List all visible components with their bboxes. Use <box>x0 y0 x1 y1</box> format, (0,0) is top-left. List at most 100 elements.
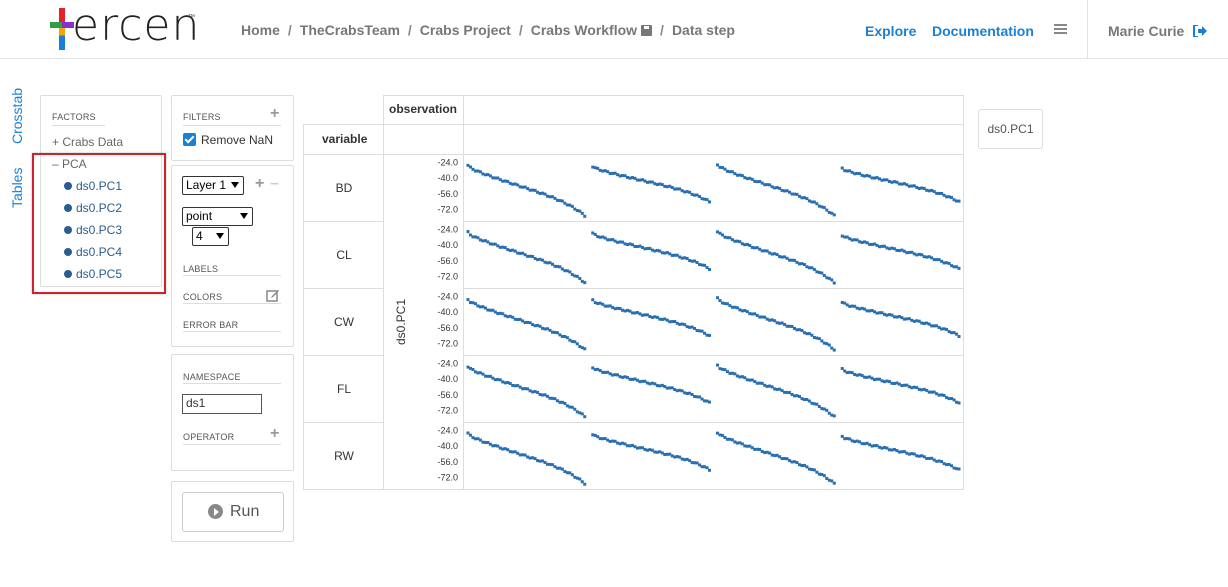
data-point <box>873 176 877 180</box>
row-header-label[interactable]: variable <box>322 132 368 146</box>
breadcrumb-workflow[interactable]: Crabs Workflow <box>530 22 638 38</box>
data-point <box>870 308 874 312</box>
breadcrumb-team[interactable]: TheCrabsTeam <box>299 22 400 38</box>
data-point <box>728 304 732 308</box>
factor-item-pc4[interactable]: ds0.PC4 <box>64 245 122 259</box>
data-point <box>827 343 831 347</box>
data-point <box>573 207 577 211</box>
data-point <box>780 389 784 393</box>
data-point <box>788 190 792 194</box>
data-point <box>568 270 572 274</box>
data-point <box>483 239 487 243</box>
expand-plus-icon[interactable]: + <box>52 135 63 149</box>
data-point <box>521 185 525 189</box>
row-label-cw[interactable]: CW <box>334 315 355 329</box>
collapse-minus-icon[interactable]: – <box>52 157 63 171</box>
add-layer-plus-icon[interactable]: + <box>255 175 265 192</box>
data-point <box>598 369 602 373</box>
data-point <box>885 178 889 182</box>
data-point <box>596 435 600 439</box>
namespace-input[interactable]: ds1 <box>182 394 262 414</box>
labels-title[interactable]: LABELS <box>183 264 219 274</box>
data-point <box>553 397 557 401</box>
ds-pc1-drop-box[interactable]: ds0.PC1 <box>978 109 1043 149</box>
factor-item-pc3[interactable]: ds0.PC3 <box>64 223 122 237</box>
tree-group-crabs-data[interactable]: + Crabs Data <box>52 135 124 149</box>
data-point <box>775 321 779 325</box>
data-point <box>788 459 792 463</box>
data-point <box>807 266 811 270</box>
geom-type-select[interactable]: point <box>182 207 253 226</box>
point-size-select[interactable]: 4 <box>192 227 229 246</box>
logout-icon[interactable] <box>1193 25 1207 37</box>
save-icon[interactable] <box>641 25 653 36</box>
tercen-logo[interactable]: ercen ™ <box>50 0 200 52</box>
menu-icon[interactable] <box>1054 24 1067 35</box>
data-point <box>927 189 931 193</box>
data-point <box>797 394 801 398</box>
data-point <box>621 441 625 445</box>
data-point <box>925 456 929 460</box>
edit-colors-icon[interactable] <box>266 288 280 302</box>
data-point <box>521 387 525 391</box>
add-operator-plus-icon[interactable]: + <box>270 425 280 442</box>
layer-select[interactable]: Layer 1 <box>182 176 244 195</box>
row-label-cl[interactable]: CL <box>336 248 352 262</box>
data-point <box>940 191 944 195</box>
data-point <box>822 206 826 210</box>
data-point <box>503 447 507 451</box>
operator-divider <box>183 444 281 445</box>
colors-title[interactable]: COLORS <box>183 292 223 302</box>
data-point <box>758 448 762 452</box>
data-point <box>521 251 525 255</box>
remove-layer-minus-icon[interactable]: – <box>270 175 279 192</box>
error-bar-title[interactable]: ERROR BAR <box>183 320 239 330</box>
data-point <box>685 256 689 260</box>
data-point <box>718 433 722 437</box>
data-point <box>755 180 759 184</box>
data-point <box>905 383 909 387</box>
factor-item-pc2[interactable]: ds0.PC2 <box>64 201 122 215</box>
breadcrumb-project[interactable]: Crabs Project <box>419 22 511 38</box>
data-point <box>797 463 801 467</box>
col-header-label[interactable]: observation <box>389 102 457 116</box>
data-point <box>940 327 944 331</box>
breadcrumb-step[interactable]: Data step <box>671 22 735 38</box>
data-point <box>690 393 694 397</box>
data-point <box>565 471 569 475</box>
data-point <box>466 431 470 435</box>
data-point <box>907 317 911 321</box>
data-point <box>476 371 480 375</box>
y-axis-label[interactable]: ds0.PC1 <box>394 299 408 345</box>
data-point <box>733 305 737 309</box>
add-filter-plus-icon[interactable]: + <box>270 105 280 122</box>
row-label-rw[interactable]: RW <box>334 449 354 463</box>
run-button[interactable]: Run <box>182 492 284 532</box>
data-point <box>850 439 854 443</box>
data-point <box>917 454 921 458</box>
data-point <box>630 377 634 381</box>
user-name[interactable]: Marie Curie <box>1108 23 1185 39</box>
documentation-link[interactable]: Documentation <box>932 23 1034 39</box>
data-point <box>830 278 834 282</box>
explore-link[interactable]: Explore <box>865 23 917 39</box>
data-point <box>812 402 816 406</box>
row-label-fl[interactable]: FL <box>337 382 351 396</box>
factor-item-pc1[interactable]: ds0.PC1 <box>64 179 122 193</box>
data-point <box>648 246 652 250</box>
data-point <box>523 321 527 325</box>
factor-item-pc5[interactable]: ds0.PC5 <box>64 267 122 281</box>
breadcrumb-home[interactable]: Home <box>241 22 280 38</box>
data-point <box>760 249 764 253</box>
data-point <box>930 390 934 394</box>
tree-group-pca[interactable]: – PCA <box>52 157 87 171</box>
data-point <box>887 313 891 317</box>
data-point <box>481 440 485 444</box>
row-label-bd[interactable]: BD <box>336 181 353 195</box>
data-point <box>563 470 567 474</box>
data-point <box>778 387 782 391</box>
data-point <box>533 390 537 394</box>
remove-nan-checkbox[interactable] <box>183 133 196 146</box>
data-point <box>915 185 919 189</box>
data-point <box>695 461 699 465</box>
